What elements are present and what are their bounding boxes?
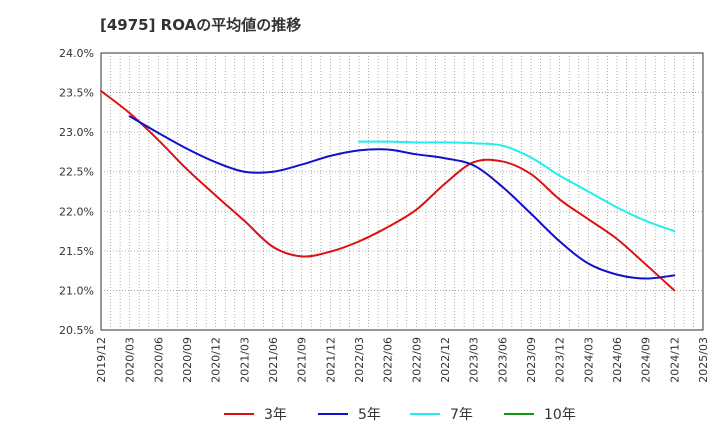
x-tick-label: 2023/03 [468, 337, 481, 383]
x-tick-label: 2023/09 [525, 337, 538, 383]
y-tick-label: 23.0% [59, 126, 94, 139]
x-axis-ticks: 2019/12 2020/03 2020/06 2020/09 2020/12 2021/… [95, 337, 710, 383]
x-tick-label: 2019/12 [95, 337, 108, 383]
y-tick-label: 20.5% [59, 324, 94, 337]
x-tick-label: 2025/03 [697, 337, 710, 383]
y-tick-label: 23.5% [59, 87, 94, 100]
x-tick-label: 2021/03 [238, 337, 251, 383]
y-tick-label: 21.5% [59, 245, 94, 258]
series-line-0 [100, 89, 676, 292]
x-tick-label: 2020/12 [210, 337, 223, 383]
legend-label: 5年 [358, 407, 381, 423]
x-tick-label: 2021/06 [267, 337, 280, 383]
series-line-1 [128, 115, 676, 280]
y-tick-label: 24.0% [59, 47, 94, 60]
x-tick-label: 2022/09 [410, 337, 423, 383]
series-line-2 [358, 140, 676, 233]
x-tick-label: 2024/03 [582, 337, 595, 383]
x-tick-label: 2020/09 [181, 337, 194, 383]
legend-label: 3年 [264, 407, 287, 423]
x-tick-label: 2021/09 [296, 337, 309, 383]
y-tick-label: 22.0% [59, 205, 94, 218]
chart-title: [4975] ROAの平均値の推移 [100, 16, 302, 34]
y-axis-ticks: 20.5% 21.0% 21.5% 22.0% 22.5% 23.0% 23.5% 24.0% [59, 47, 94, 337]
legend: 3年 5年 7年 10年 [224, 407, 576, 423]
plot-area [100, 52, 704, 331]
x-tick-label: 2020/03 [124, 337, 137, 383]
x-tick-label: 2023/06 [496, 337, 509, 383]
x-tick-label: 2022/12 [439, 337, 452, 383]
legend-label: 7年 [450, 407, 473, 423]
series-lines [100, 89, 676, 292]
y-tick-label: 21.0% [59, 284, 94, 297]
y-tick-label: 22.5% [59, 166, 94, 179]
x-tick-label: 2024/06 [611, 337, 624, 383]
x-tick-label: 2022/06 [382, 337, 395, 383]
x-tick-label: 2023/12 [554, 337, 567, 383]
x-tick-label: 2024/09 [640, 337, 653, 383]
x-tick-label: 2020/06 [152, 337, 165, 383]
x-tick-label: 2024/12 [668, 337, 681, 383]
grid-lines [101, 53, 703, 330]
x-tick-label: 2022/03 [353, 337, 366, 383]
legend-label: 10年 [544, 407, 576, 423]
x-tick-label: 2021/12 [324, 337, 337, 383]
